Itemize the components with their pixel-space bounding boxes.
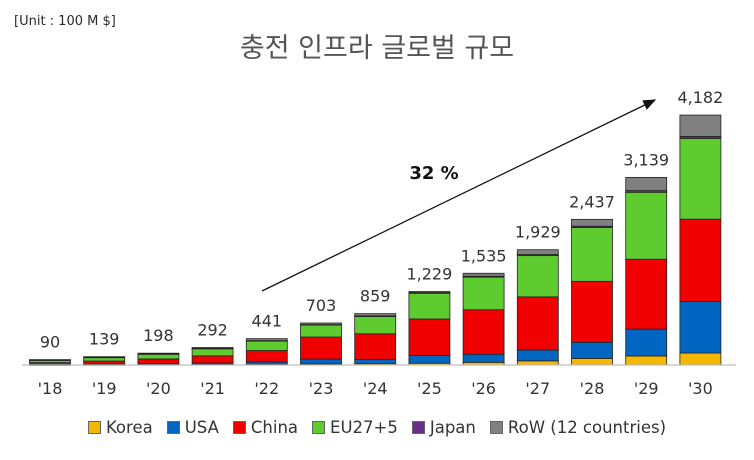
x-tick-label-6: '24 [363, 379, 388, 398]
bar-segment-row-6 [354, 313, 397, 317]
unit-label: [Unit : 100 M $] [14, 14, 116, 29]
bar-segment-usa-9 [516, 349, 559, 362]
x-tick-label-1: '19 [92, 379, 117, 398]
bar-segment-usa-10 [571, 341, 613, 359]
bar-segment-eu27+5-7 [408, 292, 451, 320]
total-label-3: 292 [197, 321, 228, 340]
x-tick-label-5: '23 [309, 379, 334, 398]
bar-segment-eu27+5-8 [462, 276, 505, 311]
total-label-11: 3,139 [623, 150, 669, 169]
bar-segment-eu27+5-2 [137, 353, 180, 360]
bar-segment-row-0 [29, 359, 71, 361]
x-tick-label-4: '22 [254, 379, 279, 398]
bar-segment-china-3 [191, 355, 234, 364]
bar-segment-eu27+5-6 [354, 316, 397, 335]
growth-arrow [261, 99, 657, 292]
bar-segment-row-12 [679, 114, 722, 137]
total-label-2: 198 [143, 326, 174, 345]
bar-segment-china-8 [462, 309, 505, 355]
bar-segment-eu27+5-12 [679, 138, 722, 220]
bar-segment-row-4 [245, 338, 288, 342]
bar-segment-row-3 [191, 347, 234, 349]
cagr-annotation: 32 % [409, 163, 458, 184]
legend-swatch [489, 421, 503, 434]
bar-segment-korea-11 [625, 355, 668, 366]
bar-segment-row-1 [83, 356, 126, 358]
legend-item-eu27+5: EU27+5 [312, 418, 398, 437]
legend-swatch [312, 421, 326, 434]
legend-label: Korea [105, 418, 153, 437]
bar-segment-usa-11 [625, 328, 668, 357]
legend-swatch [87, 421, 101, 434]
bar-segment-china-4 [245, 350, 288, 363]
bar-segment-china-10 [571, 280, 613, 343]
bar-segment-korea-12 [679, 352, 722, 366]
total-label-0: 90 [40, 333, 60, 352]
bar-segment-eu27+5-4 [245, 340, 288, 351]
bar-segment-row-7 [408, 291, 451, 293]
bar-segment-row-5 [300, 322, 342, 325]
bar-segment-china-6 [354, 333, 397, 360]
total-label-8: 1,535 [461, 246, 507, 265]
legend: Korea USA China EU27+5 Japan RoW (12 countrie… [0, 418, 754, 437]
legend-swatch [166, 421, 180, 434]
bar-segment-china-9 [516, 296, 559, 351]
total-label-12: 4,182 [677, 88, 723, 107]
bar-segment-china-12 [679, 218, 722, 303]
bar-segment-china-5 [300, 336, 342, 360]
bar-segment-china-1 [83, 360, 126, 365]
total-label-10: 2,437 [569, 192, 615, 211]
total-label-6: 859 [360, 287, 391, 306]
x-tick-label-11: '29 [634, 379, 659, 398]
bar-segment-china-7 [408, 318, 451, 356]
legend-label: USA [184, 418, 219, 437]
bar-segment-usa-7 [408, 355, 451, 364]
bar-segment-row-11 [625, 176, 668, 191]
total-label-1: 139 [89, 330, 120, 349]
legend-label: EU27+5 [330, 418, 398, 437]
total-label-5: 703 [306, 296, 337, 315]
bar-segment-usa-5 [300, 358, 342, 365]
legend-item-china: China [232, 418, 299, 437]
legend-swatch [411, 421, 425, 434]
legend-item-usa: USA [166, 418, 219, 437]
bar-segment-row-2 [137, 352, 180, 355]
x-tick-label-10: '28 [580, 379, 605, 398]
bar-segment-korea-10 [571, 358, 613, 366]
bar-segment-row-9 [516, 249, 559, 255]
x-tick-label-7: '25 [417, 379, 442, 398]
bar-segment-eu27+5-9 [516, 255, 559, 298]
bar-segment-row-10 [571, 218, 613, 227]
legend-item-japan: Japan [411, 418, 476, 437]
legend-label: RoW (12 countries) [507, 418, 667, 437]
bar-segment-eu27+5-5 [300, 324, 342, 338]
bar-segment-usa-12 [679, 301, 722, 354]
bar-segment-china-2 [137, 358, 180, 365]
legend-label: China [250, 418, 299, 437]
bar-segment-eu27+5-3 [191, 348, 234, 357]
x-tick-label-8: '26 [471, 379, 496, 398]
chart-title: 충전 인프라 글로벌 규모 [239, 33, 515, 64]
x-tick-label-12: '30 [688, 379, 713, 398]
total-label-9: 1,929 [515, 223, 561, 242]
bar-segment-eu27+5-11 [625, 191, 668, 260]
total-label-4: 441 [252, 312, 283, 331]
legend-item-korea: Korea [87, 418, 153, 437]
bar-segment-eu27+5-10 [571, 227, 613, 282]
total-label-7: 1,229 [406, 265, 452, 284]
bar-segment-usa-8 [462, 353, 505, 363]
legend-swatch [232, 421, 246, 434]
bar-segment-row-8 [462, 272, 505, 277]
bar-segment-china-11 [625, 258, 668, 330]
stacked-bar-chart: 90 '18 139 '19 198 '20 292 '21 441 '22 703 '23 859 '2… [22, 88, 736, 398]
x-tick-label-9: '27 [525, 379, 550, 398]
x-tick-label-2: '20 [146, 379, 171, 398]
x-tick-label-3: '21 [200, 379, 225, 398]
x-tick-label-0: '18 [38, 379, 63, 398]
legend-label: Japan [429, 418, 476, 437]
legend-item-row: RoW (12 countries) [489, 418, 667, 437]
bar-segment-usa-6 [354, 359, 397, 365]
bar-segment-korea-9 [516, 360, 559, 366]
